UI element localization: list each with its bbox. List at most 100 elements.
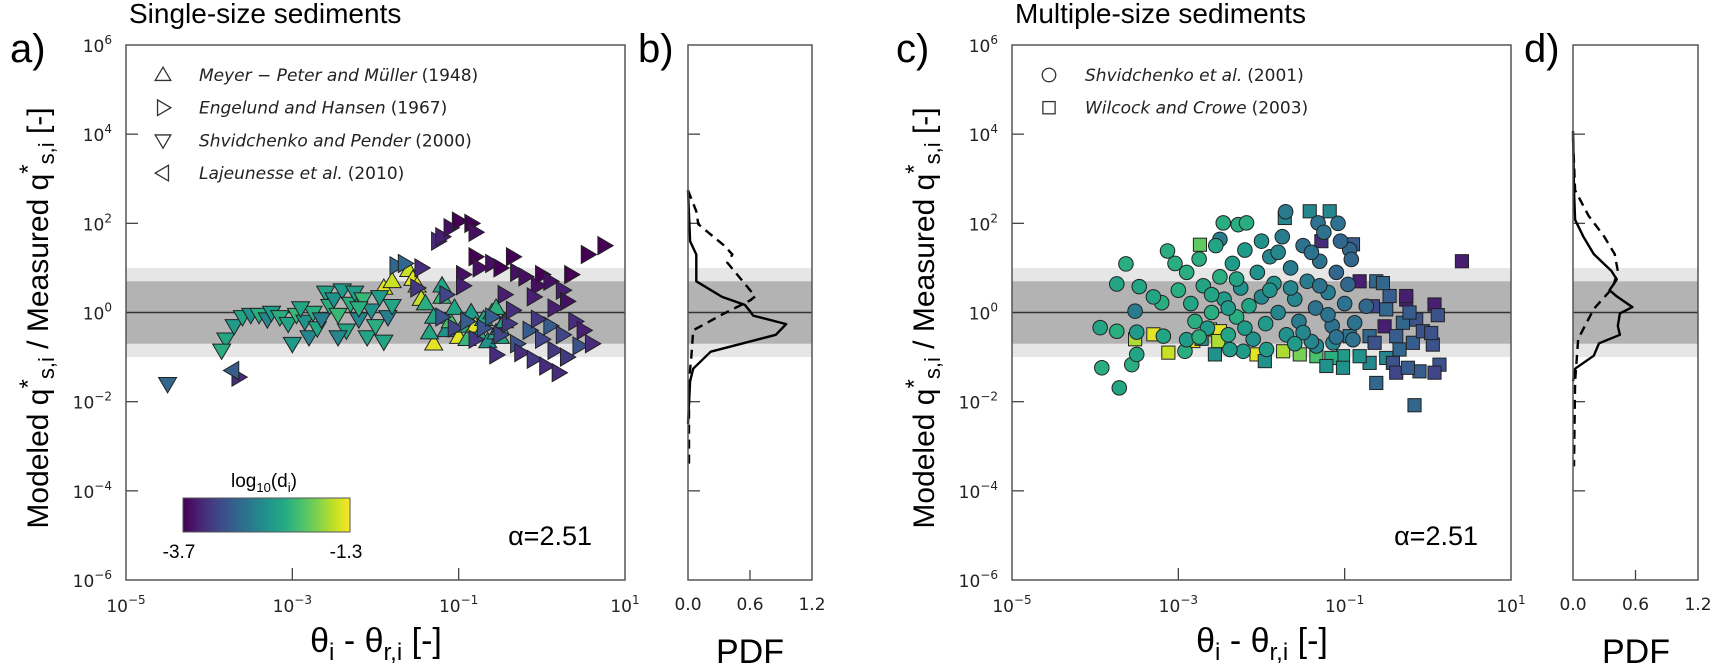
data-point (1128, 324, 1145, 340)
x-tick-label: 101 (1496, 593, 1525, 617)
x-tick-label: 10−5 (992, 593, 1031, 617)
x-tick-label: 1.2 (798, 595, 825, 615)
title-multiple-size: Multiple-size sediments (1015, 0, 1306, 29)
data-point (526, 349, 544, 370)
data-point (1237, 320, 1253, 336)
data-point (1094, 360, 1110, 376)
data-point (357, 330, 378, 348)
data-point (1343, 251, 1360, 268)
data-point (580, 244, 598, 265)
data-point (1377, 319, 1392, 334)
data-point (535, 264, 552, 285)
y-tick-label: 10−4 (73, 479, 112, 503)
data-point (485, 253, 502, 274)
legend-marker-triangle-up-icon (154, 65, 172, 82)
data-point (1155, 328, 1172, 344)
data-point (559, 347, 577, 367)
y-tick-label: 100 (969, 301, 998, 325)
data-point (1270, 304, 1286, 321)
data-point (215, 332, 236, 350)
data-point (157, 377, 178, 394)
data-point (1237, 242, 1253, 258)
data-point (1192, 237, 1208, 252)
legend-item: Engelund and Hansen (1967) (156, 99, 447, 119)
data-point (1407, 398, 1422, 413)
data-point (1369, 375, 1384, 391)
data-point (522, 320, 540, 341)
data-point (505, 246, 523, 267)
data-point (389, 255, 407, 276)
y-tick-label: 10−6 (73, 568, 112, 592)
data-point (1302, 204, 1317, 219)
pdf-curve-dashed (686, 189, 757, 465)
data-point (1127, 303, 1143, 319)
data-point (1345, 331, 1361, 348)
data-point (1215, 215, 1232, 231)
data-point (435, 226, 453, 247)
data-point (572, 336, 590, 356)
data-point (576, 320, 594, 341)
axes-frame (125, 44, 626, 581)
data-point (435, 307, 453, 327)
colorbar-max-label: -1.3 (330, 542, 363, 563)
alpha-annotation-c: α=2.51 (1394, 521, 1478, 551)
data-point (444, 298, 465, 315)
data-point (1220, 300, 1237, 316)
data-point (423, 333, 444, 351)
y-tick-label: 10−2 (73, 390, 112, 414)
legend-label: Meyer − Peter and Müller (1948) (199, 66, 478, 86)
data-point (493, 258, 511, 278)
x-tick-label: 10−1 (439, 593, 478, 617)
data-point (1222, 341, 1238, 358)
data-point (543, 316, 561, 336)
data-point (489, 344, 507, 365)
data-point (1375, 275, 1391, 291)
data-point (1092, 319, 1108, 336)
data-point (1320, 306, 1336, 323)
data-point (485, 307, 502, 327)
data-point (222, 360, 240, 381)
data-point (1282, 260, 1299, 276)
legend-label: Engelund and Hansen (1967) (199, 99, 447, 119)
data-point (373, 334, 394, 352)
data-point (568, 311, 586, 332)
data-point (510, 262, 527, 283)
data-point (414, 258, 432, 278)
data-point (1382, 288, 1397, 304)
x-tick-label: 10−5 (106, 593, 145, 617)
data-point (1282, 280, 1299, 296)
legend-label: Shvidchenko and Pender (2000) (199, 131, 472, 151)
x-tick-label: 0.6 (736, 595, 763, 615)
y-tick-label: 102 (969, 211, 998, 235)
y-tick-label: 104 (969, 122, 998, 146)
data-point (1303, 244, 1320, 261)
x-tick-label: 10−3 (1159, 593, 1198, 617)
data-point (447, 318, 465, 338)
data-point (1392, 342, 1407, 357)
data-point (559, 291, 577, 312)
data-point (1191, 251, 1207, 267)
data-point (1187, 313, 1203, 330)
data-point (1340, 276, 1356, 293)
data-point (1128, 346, 1145, 363)
y-tick-label: 100 (83, 301, 112, 325)
data-point (1379, 302, 1394, 317)
data-point (1276, 344, 1291, 359)
data-point (1170, 282, 1187, 298)
data-point (1253, 233, 1270, 249)
data-point (1111, 380, 1128, 396)
legend-item: Shvidchenko and Pender (2000) (154, 131, 472, 151)
data-point (1430, 308, 1445, 323)
legend-item: Shvidchenko et al. (2001) (1041, 66, 1304, 86)
data-point (1319, 358, 1334, 374)
data-point (328, 330, 348, 348)
data-point (397, 253, 415, 274)
pdf-curve-solid (1571, 130, 1634, 382)
data-point (1427, 365, 1442, 380)
x-axis-label-d: PDF (1602, 633, 1670, 666)
data-point (539, 356, 556, 376)
y-tick-label: 104 (83, 122, 112, 146)
data-point (1257, 315, 1274, 332)
data-point (1402, 305, 1417, 320)
